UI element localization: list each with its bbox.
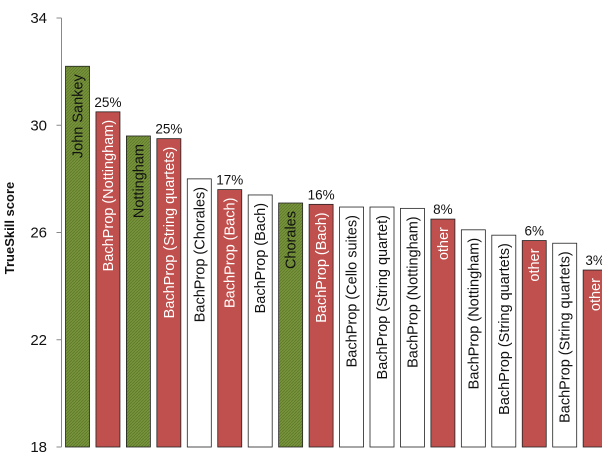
bar-group: other 8% [430, 202, 456, 448]
bar-label: other [588, 278, 602, 311]
bar-label: BachProp (Nottingham) [101, 120, 117, 272]
axis-layer: 18 22 26 30 34 [30, 10, 62, 453]
bar [217, 189, 243, 448]
bar-group: BachProp (String quartets) [491, 234, 517, 448]
bar [156, 138, 182, 448]
bar-percent-label: 25% [155, 122, 182, 137]
bar [247, 194, 273, 448]
bar-group: BachProp (Nottingham) [400, 207, 425, 448]
bar [582, 269, 602, 448]
bar [491, 234, 517, 448]
bar-label: BachProp (Nottingham) [466, 238, 482, 390]
bar-group: BachProp (Nottingham) 25% [94, 95, 121, 448]
bar-percent-label: 3% [585, 253, 602, 268]
bar-label: BachProp (String quartets) [162, 147, 178, 319]
bar [186, 178, 212, 448]
bar-percent-label: 6% [524, 224, 544, 239]
bar [339, 206, 364, 448]
bar-layer: John Sankey BachProp (Nottingham) 25% Notti… [65, 65, 602, 448]
bar [65, 65, 90, 448]
bar-group: John Sankey [65, 65, 90, 448]
bar-group: BachProp (String quartet) [369, 206, 395, 448]
bar [430, 218, 456, 448]
bar-label: BachProp (Chorales) [192, 187, 208, 322]
bar [369, 206, 395, 448]
bar-label: John Sankey [71, 74, 87, 159]
y-tick-label: 30 [30, 117, 47, 134]
y-axis-label: TrueSkill score [2, 182, 17, 275]
bar [95, 111, 121, 448]
y-tick-label: 22 [30, 332, 47, 349]
bar-label: BachProp (String quartets) [558, 251, 574, 423]
bar-group: BachProp (Nottingham) [460, 229, 486, 448]
bar-label: BachProp (String quartets) [497, 243, 513, 415]
bar-label: BachProp (Bach) [314, 212, 330, 322]
bar [521, 240, 547, 448]
bar-label: BachProp (String quartet) [375, 215, 391, 379]
bar-label: BachProp (Cello suites) [345, 215, 361, 367]
bar-group: BachProp (Bach) [247, 194, 273, 448]
bar-group: BachProp (String quartets) [552, 242, 578, 448]
bar [308, 203, 334, 448]
y-tick-label: 26 [30, 225, 47, 242]
bar-percent-label: 8% [433, 202, 453, 217]
bar-label: BachProp (Bach) [253, 203, 269, 313]
bar-label: Chorales [284, 211, 300, 269]
bar [400, 207, 425, 448]
bar-group: other 3% [582, 253, 602, 448]
bar [278, 202, 304, 448]
bar [126, 135, 151, 448]
bar-group: BachProp (Bach) 17% [216, 173, 243, 448]
bar [460, 229, 486, 448]
bar-label: BachProp (Bach) [223, 198, 239, 308]
y-tick-label: 34 [30, 10, 47, 27]
bar-group: Chorales [278, 202, 304, 448]
y-tick-label: 18 [30, 439, 47, 453]
bar-label: BachProp (Nottingham) [405, 216, 421, 368]
bar-percent-label: 25% [94, 95, 121, 110]
bar-percent-label: 16% [308, 187, 335, 202]
bar-label: other [436, 227, 452, 260]
bar-group: BachProp (Cello suites) [339, 206, 364, 448]
bar-group: BachProp (Bach) 16% [308, 187, 335, 448]
bar-group: BachProp (String quartets) 25% [155, 122, 182, 448]
bar-group: BachProp (Chorales) [186, 178, 212, 448]
bar-percent-label: 17% [216, 173, 243, 188]
bar [552, 242, 578, 448]
bar-label: other [527, 248, 543, 281]
bar-group: Nottingham [126, 135, 151, 448]
bar-label: Nottingham [131, 144, 147, 218]
bar-group: other 6% [521, 224, 547, 448]
